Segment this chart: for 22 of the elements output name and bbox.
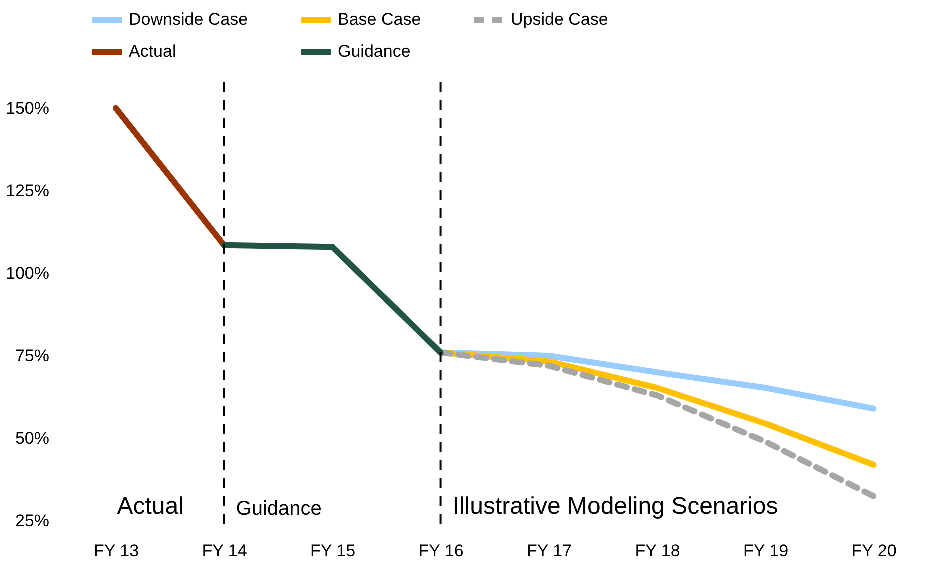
legend-label: Downside Case bbox=[129, 10, 248, 29]
x-tick-label: FY 13 bbox=[94, 542, 140, 560]
legend-label: Base Case bbox=[338, 10, 422, 29]
annotation: Illustrative Modeling Scenarios bbox=[452, 493, 778, 520]
legend-label: Upside Case bbox=[511, 10, 608, 29]
y-tick-label: 150% bbox=[6, 98, 50, 118]
x-tick-label: FY 15 bbox=[310, 542, 356, 560]
y-tick-label: 25% bbox=[15, 512, 50, 531]
x-tick-label: FY 16 bbox=[418, 542, 464, 560]
y-tick-label: 125% bbox=[6, 181, 50, 200]
annotation: Actual bbox=[117, 493, 184, 520]
legend-label: Guidance bbox=[338, 42, 411, 61]
y-tick-label: 75% bbox=[15, 346, 50, 366]
y-tick-label: 50% bbox=[15, 429, 50, 448]
y-tick-label: 100% bbox=[6, 264, 50, 283]
x-tick-label: FY 19 bbox=[743, 542, 789, 560]
annotation: Guidance bbox=[236, 498, 322, 520]
legend-label: Actual bbox=[129, 42, 176, 61]
x-tick-label: FY 17 bbox=[527, 542, 572, 560]
x-tick-label: FY 18 bbox=[635, 542, 680, 560]
x-tick-label: FY 14 bbox=[202, 542, 248, 560]
x-tick-label: FY 20 bbox=[852, 542, 897, 560]
